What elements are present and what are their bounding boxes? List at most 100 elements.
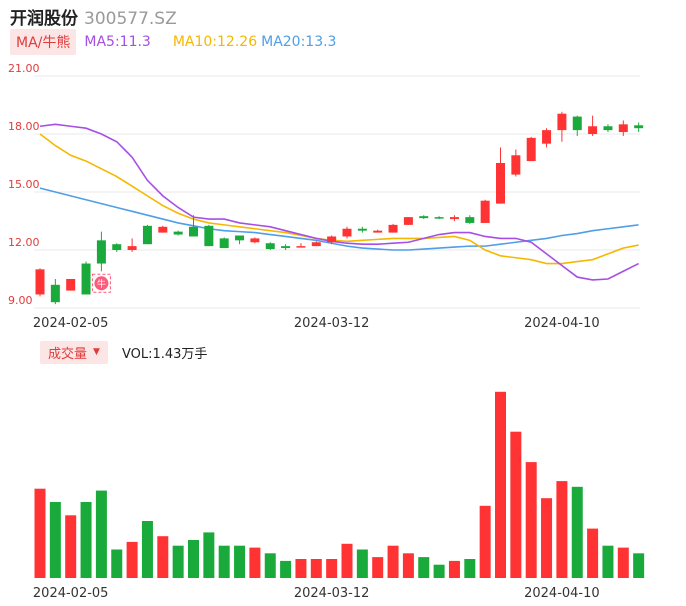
x-tick-label: 2024-02-05 [33, 316, 109, 331]
y-tick-label: 15.00 [8, 178, 40, 191]
volume-bar [479, 505, 491, 578]
candle-body [434, 217, 444, 219]
volume-bar [556, 481, 568, 578]
volume-bar [448, 560, 460, 578]
candle-body [557, 113, 567, 131]
candle-body [296, 246, 306, 248]
candle-body [526, 137, 536, 162]
x-tick-label: 2024-02-05 [33, 586, 109, 601]
candle-body [373, 230, 383, 233]
candle-body [480, 200, 490, 223]
volume-bar [617, 547, 629, 578]
volume-bar [80, 502, 92, 578]
candle-body [419, 216, 429, 219]
volume-bar [587, 528, 599, 578]
ma-indicator-tab[interactable]: MA/牛熊 [10, 29, 77, 55]
stock-header: 开润股份 300577.SZ [10, 4, 177, 29]
candle-body [50, 284, 60, 303]
candle-body [511, 155, 521, 175]
candle-body [388, 224, 398, 233]
volume-bar [571, 486, 583, 578]
x-tick-label: 2024-03-12 [294, 316, 370, 331]
candle-body [142, 225, 152, 245]
volume-bar [341, 543, 353, 578]
candle-body [403, 217, 413, 225]
y-tick-label: 18.00 [8, 120, 40, 133]
candle-body [112, 244, 122, 250]
candle-body [265, 243, 275, 250]
stock-name: 开润股份 [10, 9, 78, 29]
bull-icon [94, 276, 109, 291]
volume-bar [157, 536, 169, 578]
candle-body [189, 226, 198, 237]
volume-bar [126, 541, 138, 578]
ma10-legend: MA10:12.26 [172, 34, 258, 50]
candle-body [281, 246, 291, 249]
volume-bars [34, 391, 645, 578]
candle-body [327, 236, 337, 243]
volume-bar [172, 545, 184, 578]
candle-body [496, 163, 505, 204]
volume-bar [34, 488, 46, 578]
volume-bar [387, 545, 399, 578]
volume-bar [464, 559, 476, 578]
candle-body [603, 126, 613, 131]
volume-bar [402, 553, 414, 578]
candle-body [35, 269, 45, 295]
candle-body [572, 116, 582, 131]
volume-bar [602, 545, 614, 578]
volume-bar [310, 559, 322, 578]
bull-marker: 牛 [91, 273, 111, 293]
candle-body [357, 228, 367, 231]
volume-bar [111, 549, 123, 578]
x-tick-label: 2024-04-10 [524, 586, 600, 601]
candle-body [449, 217, 459, 220]
candle-body [311, 242, 321, 247]
candlesticks [35, 111, 644, 305]
moving-average-lines [39, 123, 640, 281]
volume-indicator-tab[interactable]: 成交量 ▼ [40, 340, 108, 364]
volume-legend: 成交量 ▼ VOL:1.43万手 [40, 340, 208, 364]
volume-date-labels: 2024-02-05 2024-03-12 2024-04-10 [33, 586, 600, 601]
bull-glyph: 牛 [97, 278, 106, 290]
volume-bar [326, 559, 338, 578]
volume-tab-label: 成交量 [48, 346, 88, 362]
candle-body [250, 238, 260, 243]
volume-bar [188, 540, 199, 578]
x-tick-label: 2024-03-12 [294, 586, 370, 601]
volume-bar [141, 521, 153, 578]
volume-bar [203, 532, 215, 578]
candle-body [542, 130, 552, 144]
candle-body [96, 240, 106, 264]
candle-body [465, 217, 475, 223]
ma10-line [39, 133, 639, 265]
volume-value: VOL:1.43万手 [121, 346, 208, 362]
candle-body [618, 124, 628, 133]
volume-bar [633, 553, 645, 578]
y-tick-label: 12.00 [8, 236, 40, 249]
candle-body [342, 228, 352, 237]
candle-body [634, 125, 644, 129]
y-tick-label: 21.00 [8, 62, 40, 75]
volume-bar [249, 547, 261, 578]
volume-bar [218, 545, 230, 578]
price-date-labels: 2024-02-05 2024-03-12 2024-04-10 [33, 316, 600, 331]
volume-bar [49, 502, 61, 578]
volume-bar [525, 462, 537, 578]
candle-body [235, 235, 245, 241]
y-tick-label: 9.00 [8, 294, 33, 307]
candle-body [66, 279, 76, 291]
candle-body [204, 225, 214, 247]
volume-bar [510, 431, 522, 578]
volume-bar [418, 557, 430, 578]
candle-body [127, 246, 137, 250]
ma-legend: MA/牛熊 MA5:11.3 MA10:12.26 MA20:13.3 [10, 29, 336, 55]
x-tick-label: 2024-04-10 [524, 316, 600, 331]
ma5-line [39, 123, 640, 281]
volume-bar [264, 553, 276, 578]
volume-bar [372, 557, 384, 578]
ma20-line [39, 187, 639, 251]
volume-bar [541, 498, 553, 578]
volume-bar [356, 549, 368, 578]
